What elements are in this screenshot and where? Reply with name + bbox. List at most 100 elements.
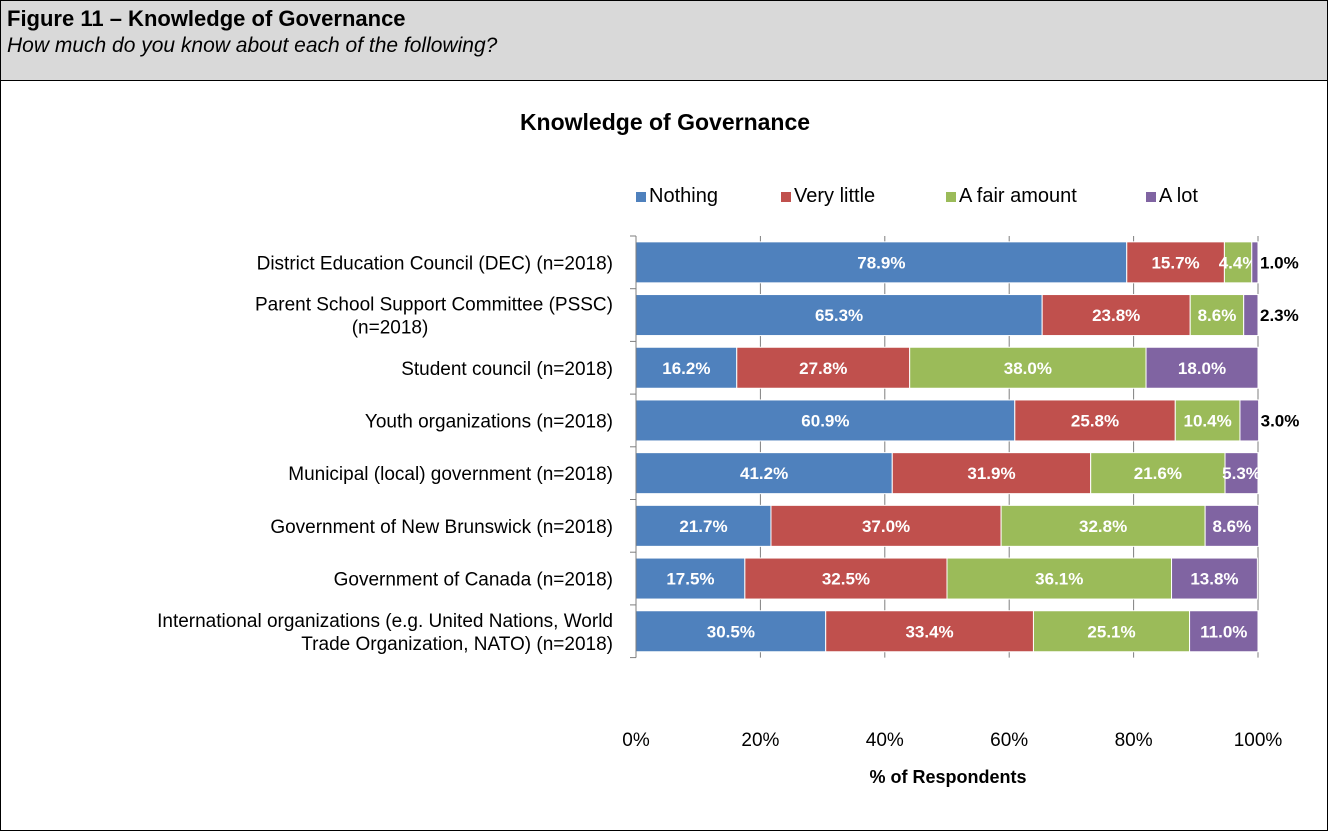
category-label: Parent School Support Committee (PSSC) (n… xyxy=(255,295,613,339)
x-tick-label: 100% xyxy=(1234,730,1283,751)
x-tick-label: 60% xyxy=(990,730,1028,751)
bar-segment xyxy=(946,557,1173,600)
data-label: 36.1% xyxy=(1035,570,1083,589)
data-label: 33.4% xyxy=(905,622,953,641)
data-label: 13.8% xyxy=(1190,570,1238,589)
category-labels: District Education Council (DEC) (n=2018… xyxy=(157,253,613,654)
legend-swatch xyxy=(946,192,956,202)
bar-segment xyxy=(736,346,911,389)
bar-segment xyxy=(891,452,1092,495)
bar-row-3: 60.9% 25.8% 10.4% 3.0% xyxy=(635,399,1300,442)
data-label: 60.9% xyxy=(801,411,849,430)
data-label: 3.0% xyxy=(1261,411,1300,430)
data-label: 38.0% xyxy=(1004,359,1052,378)
bar-segment xyxy=(1223,241,1253,284)
bars: 78.9% 15.7% 4.4% 1.0% 65.3% 23.8% 8.6% 2.3% 16.2… xyxy=(635,241,1300,653)
legend-label: A lot xyxy=(1159,185,1198,207)
data-label: 10.4% xyxy=(1184,411,1232,430)
category-label: Youth organizations (n=2018) xyxy=(365,411,613,432)
category-label: International organizations (e.g. United… xyxy=(157,611,613,655)
figure-title: Figure 11 – Knowledge of Governance xyxy=(7,6,406,31)
legend-label: Very little xyxy=(794,185,875,207)
x-tick-label: 80% xyxy=(1115,730,1153,751)
bar-row-5: 21.7% 37.0% 32.8% 8.6% xyxy=(635,504,1260,547)
bar-segment xyxy=(635,504,772,547)
data-label: 8.6% xyxy=(1213,517,1252,536)
x-tick-label: 0% xyxy=(622,730,650,751)
data-label: 16.2% xyxy=(662,359,710,378)
x-axis-ticks: 0% 20% 40% 60% 80% 100% xyxy=(622,730,1282,751)
bar-segment xyxy=(1171,557,1258,600)
figure-header: Figure 11 – Knowledge of Governance How … xyxy=(1,1,1327,81)
data-label: 32.5% xyxy=(822,570,870,589)
bar-segment xyxy=(1032,610,1191,653)
data-label: 30.5% xyxy=(707,622,755,641)
data-label: 15.7% xyxy=(1151,253,1199,272)
bar-segment xyxy=(1174,399,1241,442)
bar-row-2: 16.2% 27.8% 38.0% 18.0% xyxy=(635,346,1259,389)
data-label: 18.0% xyxy=(1178,359,1226,378)
bar-segment xyxy=(635,346,738,389)
category-label: Government of Canada (n=2018) xyxy=(334,570,613,591)
bar-segment xyxy=(1189,610,1259,653)
data-label: 25.1% xyxy=(1087,622,1135,641)
data-label: 37.0% xyxy=(862,517,910,536)
category-label: Government of New Brunswick (n=2018) xyxy=(270,517,613,538)
bar-segment xyxy=(1204,504,1260,547)
data-label: 5.3% xyxy=(1222,464,1261,483)
bar-segment xyxy=(635,610,827,653)
bar-segment xyxy=(1224,452,1259,495)
data-label: 2.3% xyxy=(1260,306,1299,325)
chart-title: Knowledge of Governance xyxy=(520,109,810,135)
chart-legend: Nothing Very little A fair amount A lot xyxy=(636,185,1198,207)
data-label: 32.8% xyxy=(1079,517,1127,536)
bar-segment xyxy=(909,346,1147,389)
data-label: 78.9% xyxy=(857,253,905,272)
legend-item-3: A lot xyxy=(1146,185,1198,207)
bar-segment xyxy=(1189,294,1245,337)
bar-row-1: 65.3% 23.8% 8.6% 2.3% xyxy=(635,294,1299,337)
legend-swatch xyxy=(781,192,791,202)
category-label: Municipal (local) government (n=2018) xyxy=(288,464,613,485)
bar-segment xyxy=(635,294,1043,337)
bar-segment xyxy=(1243,294,1259,337)
bar-segment xyxy=(635,241,1128,284)
data-label: 41.2% xyxy=(740,464,788,483)
bar-segment xyxy=(1239,399,1260,442)
legend-item-2: A fair amount xyxy=(946,185,1077,207)
data-label: 11.0% xyxy=(1200,622,1247,641)
data-label: 4.4% xyxy=(1219,253,1258,272)
data-label: 21.6% xyxy=(1134,464,1182,483)
bar-segment xyxy=(635,452,893,495)
data-label: 31.9% xyxy=(967,464,1015,483)
x-axis-label: % of Respondents xyxy=(869,767,1026,787)
legend-swatch xyxy=(1146,192,1156,202)
bar-segment xyxy=(1126,241,1225,284)
data-label: 23.8% xyxy=(1092,306,1140,325)
data-label: 1.0% xyxy=(1260,253,1299,272)
x-tick-label: 40% xyxy=(866,730,904,751)
category-label: Student council (n=2018) xyxy=(401,359,613,380)
bar-segment xyxy=(825,610,1034,653)
data-label: 21.7% xyxy=(679,517,727,536)
x-tick-label: 20% xyxy=(741,730,779,751)
bar-row-7: 30.5% 33.4% 25.1% 11.0% xyxy=(635,610,1259,653)
bar-row-4: 41.2% 31.9% 21.6% 5.3% xyxy=(635,452,1261,495)
data-label: 17.5% xyxy=(666,570,714,589)
legend-label: A fair amount xyxy=(959,185,1077,207)
data-label: 65.3% xyxy=(815,306,863,325)
bar-segment xyxy=(770,504,1002,547)
bar-row-6: 17.5% 32.5% 36.1% 13.8% xyxy=(635,557,1258,600)
bar-segment xyxy=(1251,241,1259,284)
bar-row-0: 78.9% 15.7% 4.4% 1.0% xyxy=(635,241,1299,284)
data-label: 25.8% xyxy=(1071,411,1119,430)
category-label: District Education Council (DEC) (n=2018… xyxy=(257,253,613,274)
legend-item-1: Very little xyxy=(781,185,875,207)
bar-segment xyxy=(744,557,948,600)
bar-segment xyxy=(1145,346,1259,389)
stacked-bar-chart: Knowledge of Governance Nothing Very litt… xyxy=(157,109,1300,787)
legend-item-0: Nothing xyxy=(636,185,718,207)
legend-swatch xyxy=(636,192,646,202)
figure-subtitle: How much do you know about each of the f… xyxy=(7,34,498,57)
